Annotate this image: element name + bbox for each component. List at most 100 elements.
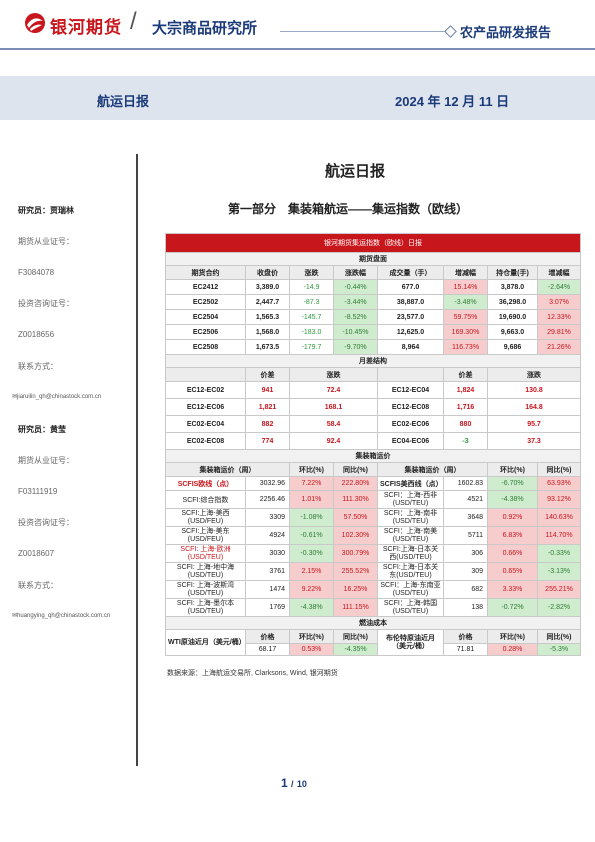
table-cell: SCFI：上海-南美(USD/TEU) <box>377 526 444 545</box>
table-cell: SCFI:上海-日本关东(USD/TEU) <box>377 562 444 581</box>
table-cell: 255.52% <box>333 562 378 581</box>
table-row: SCFI: 上海-地中海(USD/TEU) 3761 2.15% 255.52%… <box>165 562 581 581</box>
table-cell: 3.07% <box>537 294 581 310</box>
table-row: EC2504 1,565.3 -145.7 -8.52% 23,577.0 59… <box>165 309 581 325</box>
mail-icon: ✉ <box>12 613 18 619</box>
researcher-2-contact-label: 联系方式： <box>18 581 58 590</box>
table-cell: 12,625.0 <box>377 324 444 340</box>
table-cell: -179.7 <box>289 339 334 355</box>
table-cell: SCFI:上海-日本关西(USD/TEU) <box>377 544 444 563</box>
table-cell: EC2502 <box>165 294 246 310</box>
table-cell: 72.4 <box>289 381 378 399</box>
table-row: EC2506 1,568.0 -183.0 -10.45% 12,625.0 1… <box>165 324 581 340</box>
table-cell: 0.92% <box>487 508 538 527</box>
table-cell: 57.50% <box>333 508 378 527</box>
table-cell: 12.33% <box>537 309 581 325</box>
table-cell: 0.65% <box>487 562 538 581</box>
table-cell: -2.64% <box>537 279 581 295</box>
column-header: 集装箱运价（周） <box>377 462 488 477</box>
column-header: 同比(%) <box>333 462 378 477</box>
section-title: 第一部分 集装箱航运——集运指数（欧线） <box>228 202 469 216</box>
column-header: 环比(%) <box>487 629 538 644</box>
table-cell: 1,716 <box>443 398 488 416</box>
table-cell: 1,565.3 <box>245 309 290 325</box>
table-cell: 882 <box>245 415 290 433</box>
report-type: 农产品研发报告 <box>460 25 552 40</box>
researcher-2-invest: Z0018607 <box>18 549 55 558</box>
column-header: 期货合约 <box>165 265 246 280</box>
researcher-2-license-label: 期货从业证号： <box>18 456 74 465</box>
column-header-empty <box>165 367 246 382</box>
table-cell: 4924 <box>245 526 290 545</box>
table-cell: -10.45% <box>333 324 378 340</box>
table-row: SCFIS欧线（点） 3032.96 7.22% 222.80% SCFIS美西… <box>165 476 581 491</box>
table-cell: 21.26% <box>537 339 581 355</box>
table-cell: 3030 <box>245 544 290 563</box>
table-cell: 300.79% <box>333 544 378 563</box>
table-cell: 116.73% <box>443 339 488 355</box>
table-cell: 222.80% <box>333 476 378 491</box>
table-cell: 111.30% <box>333 490 378 509</box>
column-header: 收盘价 <box>245 265 290 280</box>
futures-header-row: 期货合约 收盘价 涨跌 涨跌幅 成交量（手） 增减幅 持仓量(手) 增减幅 <box>165 265 581 280</box>
table-cell: 309 <box>443 562 488 581</box>
table-row: 68.17 0.53% -4.35% 71.81 0.28% -5.3% <box>166 643 581 656</box>
table-row: SCFI: 上海-欧洲(USD/TEU) 3030 -0.30% 300.79%… <box>165 544 581 563</box>
table-cell: SCFI：上海-韩国(USD/TEU) <box>377 598 444 617</box>
researcher-2-email-text: huangying_qh@chinastock.com.cn <box>17 613 111 619</box>
table-cell: 9,686 <box>487 339 538 355</box>
report-date: 2024 年 12 月 11 日 <box>395 94 510 109</box>
table-cell: 774 <box>245 432 290 450</box>
table-cell: 29.81% <box>537 324 581 340</box>
section-fuel: 燃油成本 <box>165 616 581 630</box>
table-cell: 0.53% <box>289 643 334 656</box>
table-cell: EC2504 <box>165 309 246 325</box>
table-cell: -3.44% <box>333 294 378 310</box>
table-title: 银河期货集运指数（欧线）日报 <box>165 233 581 253</box>
table-cell: 2,447.7 <box>245 294 290 310</box>
researcher-1-email[interactable]: ✉jiaruilin_qh@chinastock.com.cn <box>12 393 101 400</box>
table-cell: 138 <box>443 598 488 617</box>
page-current: 1 <box>281 776 288 790</box>
column-header: 价差 <box>245 367 290 382</box>
table-cell: 1,673.5 <box>245 339 290 355</box>
data-source: 数据来源：上海航运交易所, Clarksons, Wind, 银河期货 <box>167 670 338 677</box>
table-cell: -3.13% <box>537 562 581 581</box>
table-cell: -3.48% <box>443 294 488 310</box>
table-cell: 130.8 <box>487 381 581 399</box>
table-cell: 16.25% <box>333 580 378 599</box>
table-cell: EC12-EC08 <box>377 398 444 416</box>
table-cell: 880 <box>443 415 488 433</box>
column-header: 同比(%) <box>537 629 581 644</box>
column-header: 价格 <box>245 629 290 644</box>
column-header: 持仓量(手) <box>487 265 538 280</box>
researcher-1-contact-label: 联系方式： <box>18 362 58 371</box>
table-cell: 9,663.0 <box>487 324 538 340</box>
table-cell: -183.0 <box>289 324 334 340</box>
table-cell: WTI原油近月（美元/桶） <box>165 629 246 656</box>
table-cell: SCFI: 上海-墨尔本(USD/TEU) <box>165 598 246 617</box>
table-row: EC2412 3,389.0 -14.9 -0.44% 677.0 15.14%… <box>165 279 581 295</box>
table-row: EC02-EC08 774 92.4 EC04-EC06 -3 37.3 <box>165 432 581 450</box>
researcher-2-email[interactable]: ✉huangying_qh@chinastock.com.cn <box>12 612 110 619</box>
table-cell: 2256.46 <box>245 490 290 509</box>
column-header: 集装箱运价（周） <box>165 462 290 477</box>
table-cell: 1,821 <box>245 398 290 416</box>
table-cell: SCFIS欧线（点） <box>165 476 246 491</box>
column-header: 涨跌 <box>289 367 378 382</box>
table-cell: 169.30% <box>443 324 488 340</box>
table-cell: 92.4 <box>289 432 378 450</box>
shipping-table: 银河期货集运指数（欧线）日报 期货盘面 期货合约 收盘价 涨跌 涨跌幅 成交量（… <box>165 233 581 656</box>
table-cell: -87.3 <box>289 294 334 310</box>
researcher-1-name: 研究员：贾瑞林 <box>18 206 74 215</box>
table-cell: SCFI:上海-美东(USD/FEU) <box>165 526 246 545</box>
table-row: EC12-EC06 1,821 168.1 EC12-EC08 1,716 16… <box>165 398 581 416</box>
table-cell: -0.61% <box>289 526 334 545</box>
table-cell: 682 <box>443 580 488 599</box>
page-total: 10 <box>296 779 307 789</box>
column-header: 价格 <box>443 629 488 644</box>
table-row: SCFI: 上海-波斯湾(USD/TEU) 1474 9.22% 16.25% … <box>165 580 581 599</box>
table-cell: EC04-EC06 <box>377 432 444 450</box>
band-title: 航运日报 <box>97 94 150 109</box>
table-cell: 0.28% <box>487 643 538 656</box>
